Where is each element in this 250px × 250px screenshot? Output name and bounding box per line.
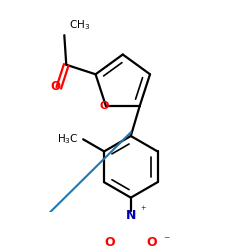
Text: O: O <box>50 80 60 93</box>
Text: N: N <box>126 209 136 222</box>
Text: O: O <box>104 236 115 249</box>
Text: $^+$: $^+$ <box>138 205 147 215</box>
Text: O: O <box>146 236 157 249</box>
Text: H$_3$C: H$_3$C <box>57 132 79 146</box>
Text: CH$_3$: CH$_3$ <box>69 18 90 32</box>
Text: $^-$: $^-$ <box>162 235 171 245</box>
Text: O: O <box>99 101 108 111</box>
